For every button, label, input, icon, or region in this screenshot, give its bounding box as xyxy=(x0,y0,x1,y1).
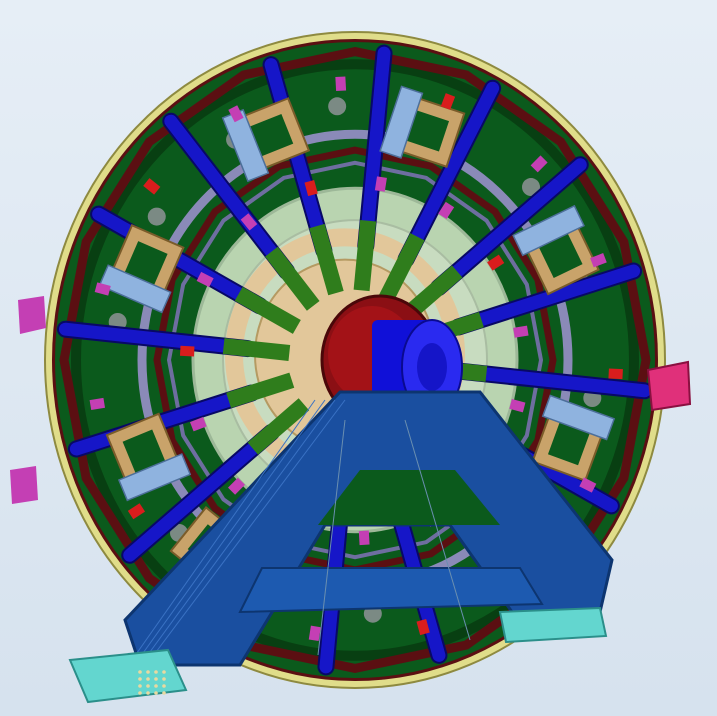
clamp-icon xyxy=(228,477,245,495)
clamp-icon xyxy=(179,345,195,357)
bolt-icon xyxy=(138,670,142,674)
bolt-icon xyxy=(146,670,150,674)
side-plate-left-top xyxy=(18,296,46,334)
bracket-window xyxy=(123,241,168,287)
inner-spoke xyxy=(247,398,310,455)
stand-crossbar xyxy=(238,567,544,614)
bolt-icon xyxy=(154,677,158,681)
bolt-icon xyxy=(162,677,166,681)
spoke-icon xyxy=(164,114,294,278)
inner-spoke xyxy=(309,223,344,296)
bolt-icon xyxy=(154,670,158,674)
clamp-icon xyxy=(143,178,161,195)
clamp-icon xyxy=(89,397,106,410)
bolt-icon xyxy=(138,691,142,695)
bolt-icon xyxy=(138,677,142,681)
clamp-icon xyxy=(196,271,214,288)
bracket-window xyxy=(122,429,166,475)
bracket-plate xyxy=(541,394,616,441)
clamp-icon xyxy=(438,201,455,220)
outer-brace-ring xyxy=(59,46,651,674)
bracket-plate xyxy=(379,85,424,159)
spoke-icon xyxy=(69,386,259,456)
hub-cap-center xyxy=(417,343,447,391)
spoke-icon xyxy=(92,207,267,313)
clamp-icon xyxy=(509,399,526,413)
clamp-icon xyxy=(127,503,146,520)
inner-spoke xyxy=(234,286,301,334)
bolt-icon xyxy=(154,691,158,695)
cable-line xyxy=(404,419,471,641)
spoke-icon xyxy=(58,322,255,356)
mounting-bracket-icon xyxy=(98,224,185,314)
clamp-icon xyxy=(304,180,318,197)
a-frame-stand-icon xyxy=(68,390,614,704)
bolt-icon xyxy=(162,684,166,688)
spoke-icon xyxy=(123,425,278,562)
clamp-icon xyxy=(608,368,623,380)
inner-spoke xyxy=(226,372,295,408)
inner-spoke xyxy=(353,220,377,292)
clamp-icon xyxy=(416,619,430,636)
clamp-icon xyxy=(513,325,529,338)
mount-hole-icon xyxy=(147,207,166,226)
detail-group xyxy=(138,419,471,695)
foot-pad-icon xyxy=(68,648,188,704)
bolt-icon xyxy=(138,684,142,688)
cable-line xyxy=(317,419,346,656)
clamp-icon xyxy=(487,254,505,271)
clamp-icon xyxy=(374,176,387,192)
mounting-bracket-icon xyxy=(221,97,311,183)
clamp-icon xyxy=(440,93,456,110)
clamp-icon xyxy=(94,282,111,296)
clamp-icon xyxy=(358,530,370,546)
clamp-icon xyxy=(530,155,548,173)
bolt-icon xyxy=(146,691,150,695)
clamp-icon xyxy=(189,417,207,432)
clamp-icon xyxy=(579,477,597,493)
disc-edge xyxy=(71,59,639,661)
bolt-icon xyxy=(146,684,150,688)
inner-spoke xyxy=(222,338,291,361)
side-box-right xyxy=(646,360,692,412)
spoke-icon xyxy=(432,158,587,295)
mounting-bracket-icon xyxy=(531,394,616,482)
stand-seam xyxy=(149,399,346,661)
side-plate-left-bottom xyxy=(10,466,38,504)
inner-spoke xyxy=(265,246,320,311)
spoke-icon xyxy=(455,364,652,398)
stand-seam xyxy=(131,399,316,661)
foot-pad-icon xyxy=(498,606,608,644)
bracket-window xyxy=(247,113,294,158)
bracket-window xyxy=(404,109,450,152)
bolt-icon xyxy=(146,677,150,681)
bracket-plate xyxy=(98,264,172,314)
bolt-icon xyxy=(154,684,158,688)
stand-opening xyxy=(318,470,500,525)
mounting-bracket-icon xyxy=(105,412,192,502)
clamp-icon xyxy=(590,253,607,268)
bolt-icon xyxy=(162,691,166,695)
mount-hole-icon xyxy=(521,178,540,197)
clamp-icon xyxy=(240,213,258,231)
inner-spoke xyxy=(379,233,425,302)
bracket-window xyxy=(547,420,591,466)
spoke-icon xyxy=(399,81,500,266)
mounting-bracket-icon xyxy=(379,85,466,168)
clamp-icon xyxy=(335,76,347,92)
mounting-bracket-icon xyxy=(512,204,600,296)
stand-seam xyxy=(143,399,336,661)
mount-hole-icon xyxy=(328,97,347,116)
bracket-plate xyxy=(117,453,192,502)
stand-seam xyxy=(137,399,326,661)
spoke-icon xyxy=(264,58,331,257)
bolt-icon xyxy=(162,670,166,674)
bracket-plate xyxy=(512,204,585,257)
spoke-icon xyxy=(359,46,391,253)
spoke-icon xyxy=(451,264,641,334)
clamp-icon xyxy=(228,105,244,123)
clamp-icon xyxy=(308,625,321,642)
